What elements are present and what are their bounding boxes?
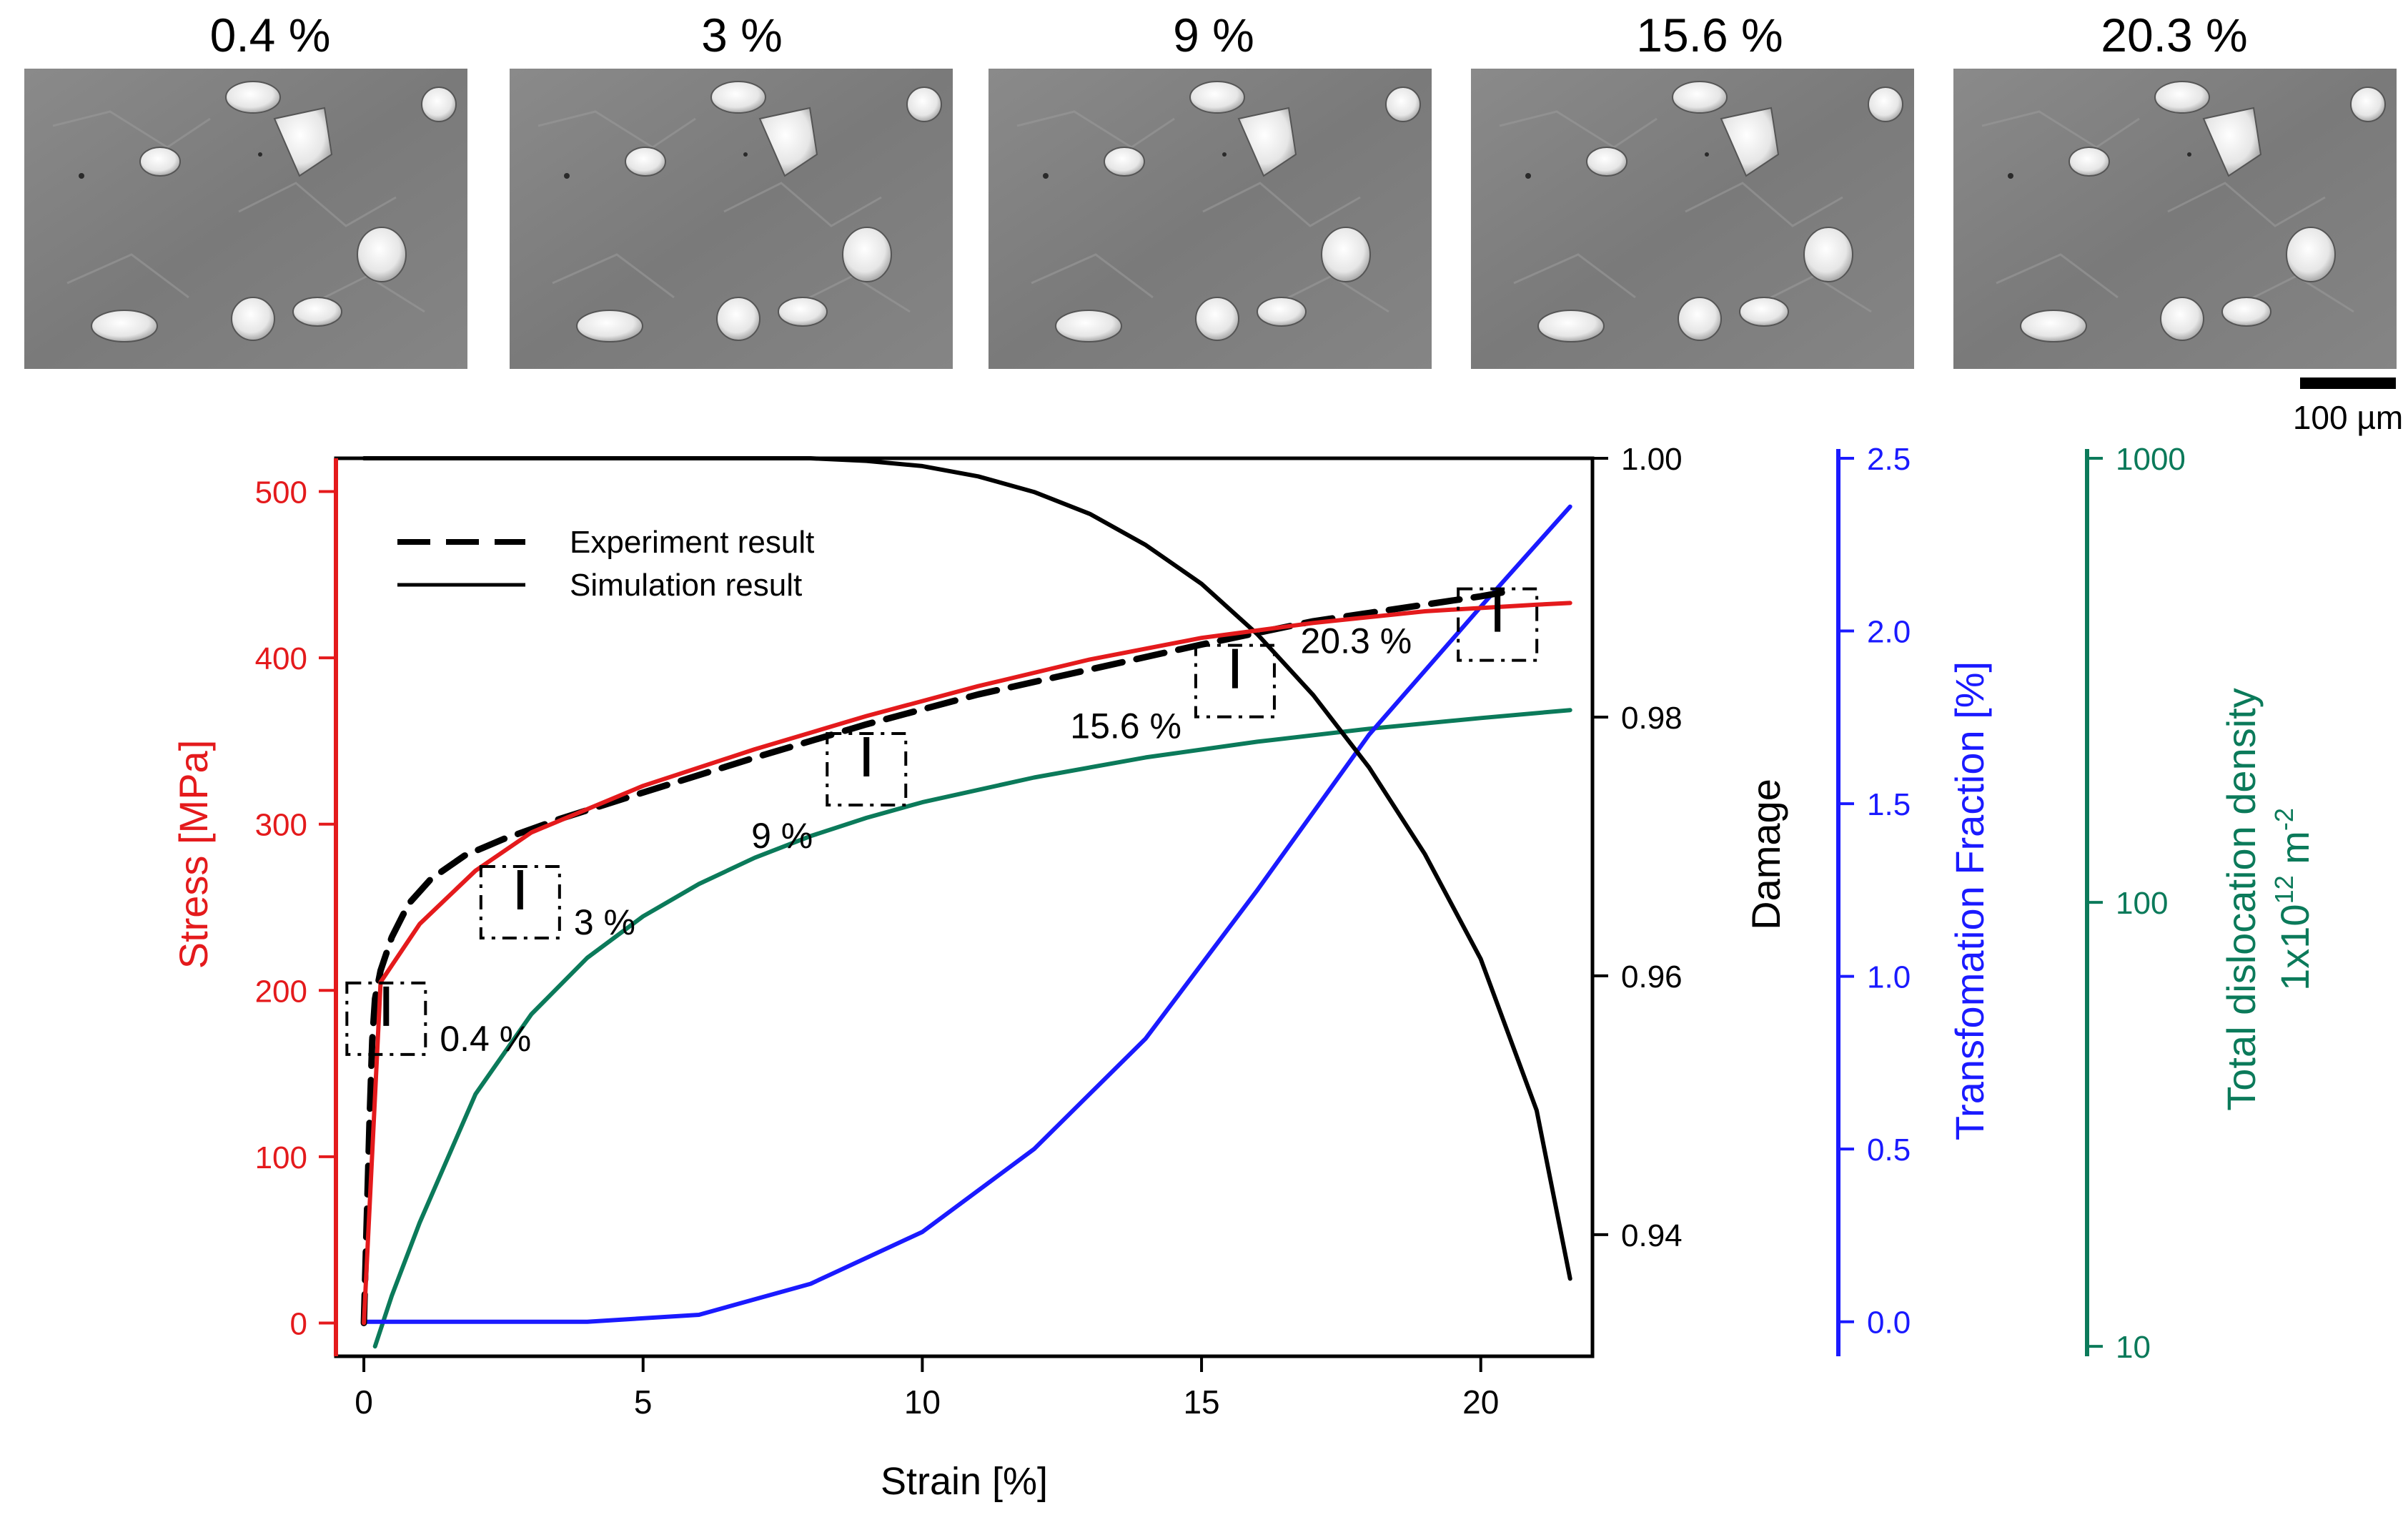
plot-frame	[334, 456, 1595, 1358]
stress-axis: 0 100 200 300 400 500 Stress [MPa]	[171, 458, 338, 1356]
dislocation-axis: 10 100 1000 Total dislocation density 1x10…	[2085, 442, 2317, 1365]
micrograph-label: 20.3 %	[2101, 9, 2247, 61]
transformation-axis: 0.0 0.5 1.0 1.5 2.0 2.5 Transfomation Fractio…	[1836, 442, 1992, 1356]
scale-bar	[2300, 377, 2396, 389]
transformation-ticks: 0.0 0.5 1.0 1.5 2.0 2.5	[1838, 442, 1911, 1341]
micrograph-strip: 0.4 % 3 % 9 % 15.6 % 20.3 % 100 µm	[24, 9, 2403, 436]
x-tick-label: 15	[1183, 1383, 1219, 1421]
micrograph-1: 0.4 %	[24, 9, 467, 369]
dislocation-unit-m-exp: -2	[2269, 808, 2299, 831]
micrograph-label: 0.4 %	[210, 9, 331, 61]
micrograph-image-4	[1471, 69, 1914, 369]
stress-tick-label: 300	[255, 808, 307, 843]
x-tick-label: 20	[1462, 1383, 1499, 1421]
micrograph-image-2	[510, 69, 953, 369]
stress-tick-label: 200	[255, 974, 307, 1009]
damage-tick-label: 1.00	[1621, 442, 1683, 477]
damage-axis: 0.94 0.96 0.98 1.00 Damage	[1592, 442, 1788, 1253]
strain-marker-label: 3 %	[574, 902, 635, 942]
strain-markers: 0.4 % 3 % 9 % 15.6 % 20.3 %	[345, 587, 1539, 1059]
dislocation-ticks: 10 100 1000	[2087, 442, 2186, 1365]
strain-marker-box	[1194, 643, 1276, 719]
dislocation-tick-label: 1000	[2116, 442, 2186, 477]
micrograph-image-5	[1953, 69, 2397, 369]
transformation-fraction-line	[362, 504, 1572, 1324]
strain-marker-label: 0.4 %	[440, 1019, 531, 1059]
damage-tick-label: 0.98	[1621, 701, 1683, 736]
simulation-result-line	[362, 601, 1572, 1326]
micrograph-label: 9 %	[1173, 9, 1254, 61]
micrograph-5: 20.3 %	[1953, 9, 2397, 369]
x-tick-label: 5	[634, 1383, 653, 1421]
stress-tick-label: 100	[255, 1140, 307, 1175]
stress-axis-label: Stress [MPa]	[171, 740, 216, 969]
transformation-tick-label: 0.0	[1867, 1306, 1911, 1341]
dislocation-tick-label: 100	[2116, 886, 2168, 921]
legend-simulation-label: Simulation result	[570, 568, 802, 603]
micrograph-label: 15.6 %	[1636, 9, 1783, 61]
stress-tick-label: 400	[255, 641, 307, 676]
micrograph-image-1	[24, 69, 467, 369]
transformation-axis-label: Transfomation Fraction [%]	[1947, 661, 1992, 1140]
x-tick-label: 10	[904, 1383, 941, 1421]
dislocation-tick-label: 10	[2116, 1330, 2151, 1365]
strain-marker-label: 9 %	[751, 816, 813, 856]
x-axis: 0 5 10 15 20 Strain [%]	[355, 1356, 1499, 1503]
transformation-tick-label: 2.0	[1867, 615, 1911, 650]
micrograph-2: 3 %	[510, 9, 953, 369]
strain-marker-box	[1457, 587, 1539, 662]
stress-ticks: 0 100 200 300 400 500	[255, 475, 336, 1341]
experiment-result-line	[360, 588, 1512, 1326]
x-axis-label: Strain [%]	[881, 1460, 1048, 1503]
strain-marker-label: 15.6 %	[1070, 706, 1181, 746]
dislocation-axis-label-line1: Total dislocation density	[2219, 688, 2264, 1110]
strain-marker-label: 20.3 %	[1301, 621, 1412, 661]
micrograph-4: 15.6 %	[1471, 9, 1914, 369]
dislocation-unit-exp: 12	[2269, 875, 2299, 904]
micrograph-image-3	[989, 69, 1432, 369]
dislocation-axis-label-line2: 1x1012 m-2	[2269, 808, 2317, 991]
micrograph-label: 3 %	[701, 9, 783, 61]
strain-marker-box	[826, 731, 908, 806]
legend-experiment-label: Experiment result	[570, 525, 814, 560]
dislocation-unit-base: 1x10	[2272, 904, 2317, 990]
damage-line	[362, 456, 1572, 1281]
x-ticks: 0 5 10 15 20	[355, 1356, 1499, 1421]
damage-axis-label: Damage	[1743, 779, 1788, 930]
transformation-tick-label: 2.5	[1867, 442, 1911, 477]
strain-marker-box	[479, 865, 561, 940]
stress-tick-label: 0	[290, 1306, 307, 1341]
series-layer	[360, 456, 1572, 1349]
dislocation-unit-m: m	[2272, 831, 2317, 875]
damage-tick-label: 0.96	[1621, 959, 1683, 995]
legend: Experiment result Simulation result	[397, 525, 814, 603]
stress-tick-label: 500	[255, 475, 307, 510]
micrograph-3: 9 %	[989, 9, 1432, 369]
scale-bar-label: 100 µm	[2293, 399, 2403, 436]
strain-marker-box	[345, 981, 427, 1056]
total-dislocation-density-line	[372, 708, 1572, 1349]
transformation-tick-label: 0.5	[1867, 1132, 1911, 1168]
x-tick-label: 0	[355, 1383, 373, 1421]
damage-ticks: 0.94 0.96 0.98 1.00	[1592, 442, 1683, 1253]
transformation-tick-label: 1.5	[1867, 787, 1911, 822]
transformation-tick-label: 1.0	[1867, 960, 1911, 995]
damage-tick-label: 0.94	[1621, 1218, 1683, 1253]
